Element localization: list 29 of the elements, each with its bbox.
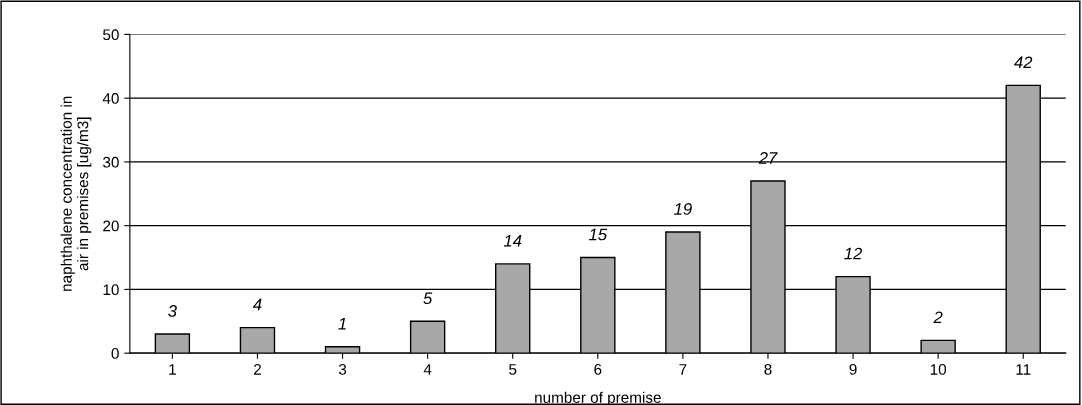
- data-label: 12: [844, 247, 863, 260]
- y-tick-label: 10: [103, 284, 119, 296]
- data-label: 42: [1014, 56, 1033, 69]
- data-label: 4: [252, 298, 262, 311]
- data-label: 2: [933, 311, 943, 324]
- data-label: 15: [588, 228, 608, 241]
- y-tick-label: 0: [111, 348, 119, 359]
- x-tick-label: 5: [509, 364, 517, 375]
- x-tick-label: 8: [764, 363, 772, 375]
- y-tick-label: 40: [102, 93, 119, 104]
- x-tick-label: 11: [1016, 364, 1031, 375]
- y-tick-label: 30: [103, 156, 119, 168]
- data-label: 14: [503, 235, 522, 247]
- data-label: 1: [338, 317, 346, 330]
- x-tick-label: 7: [679, 364, 687, 375]
- data-label: 3: [168, 305, 177, 317]
- x-tick-label: 6: [594, 363, 602, 375]
- y-tick-label: 20: [103, 220, 119, 232]
- x-axis-title: number of premise: [535, 391, 661, 405]
- x-tick-label: 2: [253, 363, 261, 375]
- x-tick-label: 3: [338, 363, 347, 375]
- y-tick-label: 50: [103, 29, 119, 41]
- x-tick-label: 9: [849, 363, 857, 375]
- x-tick-label: 4: [423, 364, 432, 375]
- data-label: 19: [674, 203, 692, 215]
- y-axis-title: naphthalene concentration in air in premises [ug/m3]: [60, 96, 92, 291]
- x-tick-label: 10: [930, 363, 947, 375]
- x-tick-label: 1: [169, 364, 176, 375]
- data-label: 5: [423, 292, 433, 305]
